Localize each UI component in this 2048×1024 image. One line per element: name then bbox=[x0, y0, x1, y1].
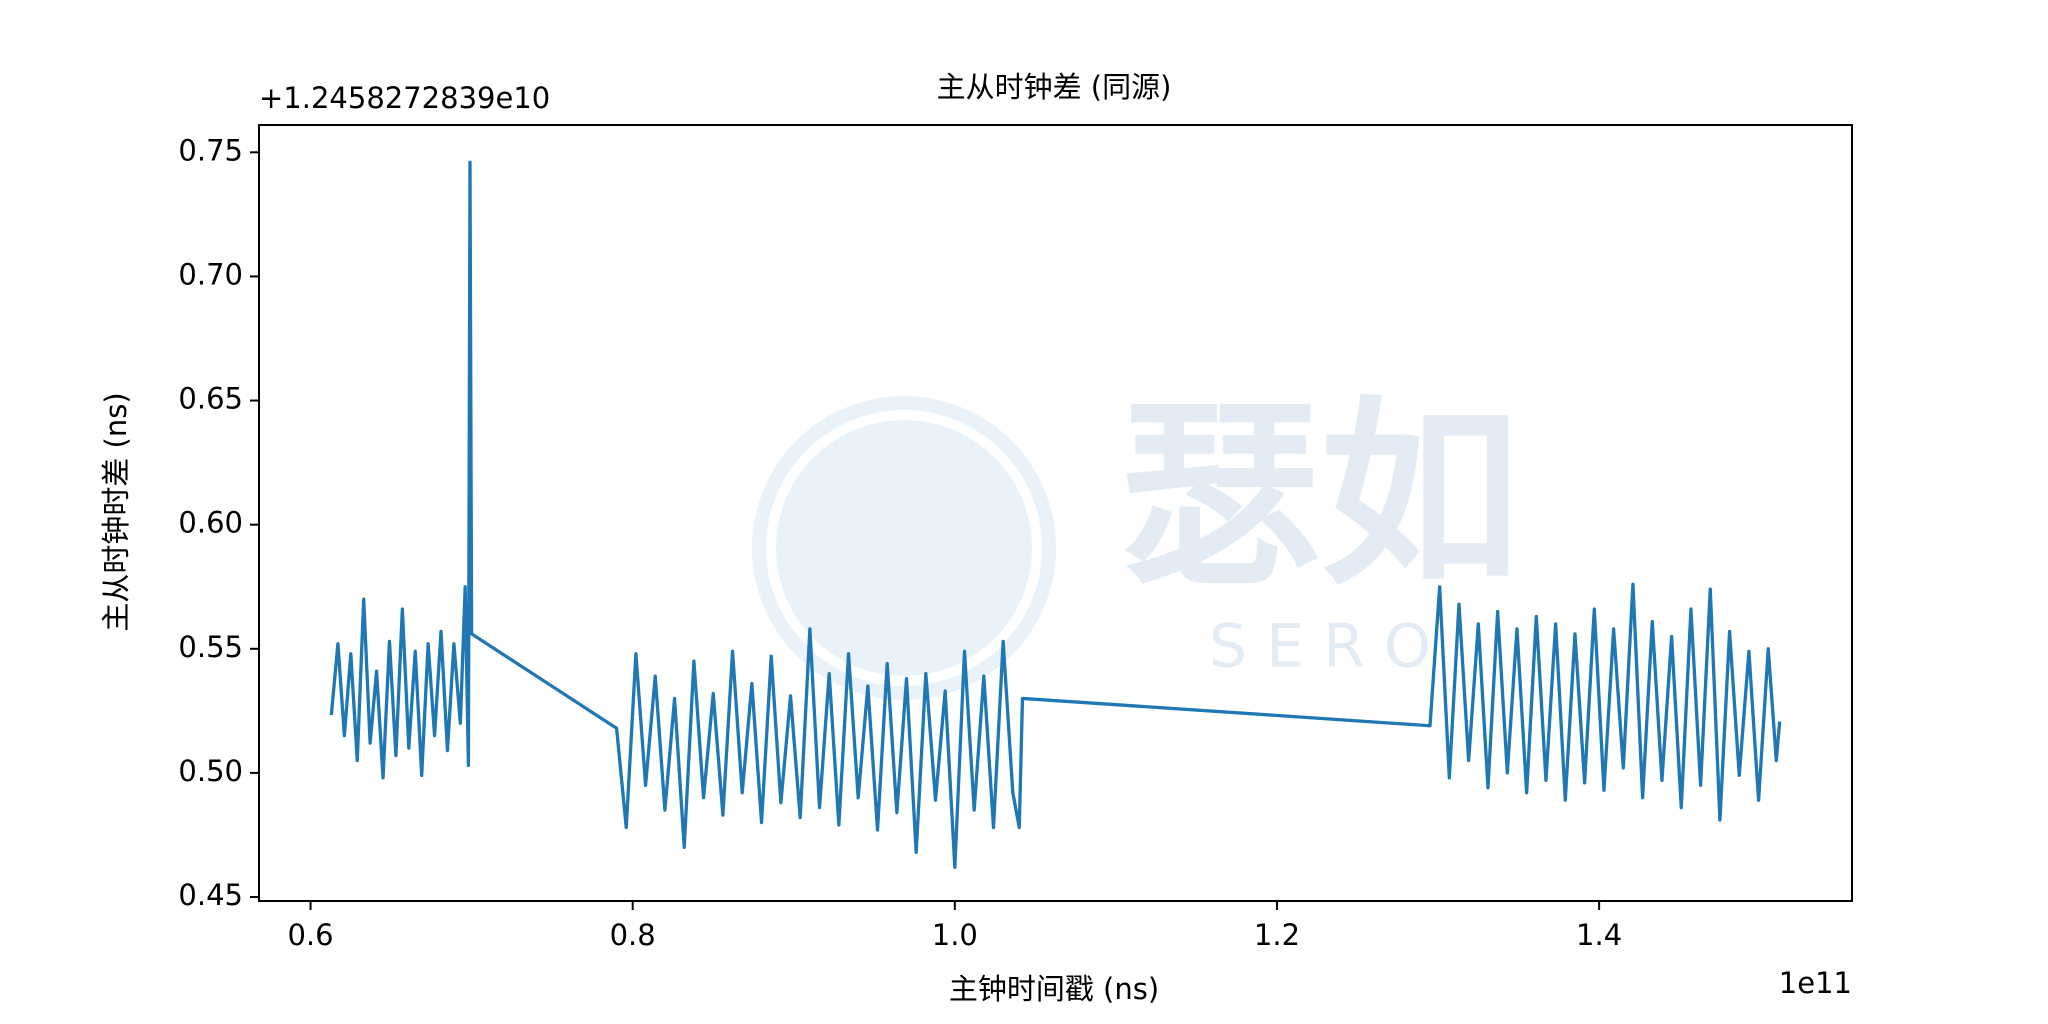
y-offset-label: +1.2458272839e10 bbox=[259, 81, 550, 115]
watermark-text: 瑟如 bbox=[1120, 380, 1520, 613]
watermark-sub: S E R O bbox=[1209, 612, 1431, 682]
x-tick-label: 1.0 bbox=[932, 918, 978, 952]
x-tick-label: 0.6 bbox=[287, 918, 333, 952]
x-axis-label: 主钟时间戳 (ns) bbox=[949, 972, 1159, 1006]
y-tick-label: 0.65 bbox=[178, 382, 243, 416]
y-tick-label: 0.70 bbox=[178, 257, 243, 291]
y-axis-label: 主从时钟时差 (ns) bbox=[99, 392, 133, 631]
plot-frame bbox=[258, 124, 1853, 902]
data-line bbox=[329, 160, 1782, 869]
x-tick-label: 1.4 bbox=[1576, 918, 1622, 952]
y-tick-label: 0.60 bbox=[178, 506, 243, 540]
x-offset-label: 1e11 bbox=[1779, 966, 1852, 1000]
chart-title: 主从时钟差 (同源) bbox=[937, 70, 1172, 104]
y-tick-label: 0.45 bbox=[178, 878, 243, 912]
x-tick-label: 0.8 bbox=[610, 918, 656, 952]
watermark-disc bbox=[776, 420, 1032, 676]
watermark: 瑟如 S E R O bbox=[752, 380, 1520, 700]
y-tick-label: 0.50 bbox=[178, 754, 243, 788]
y-tick-label: 0.55 bbox=[178, 630, 243, 664]
y-tick-label: 0.75 bbox=[178, 133, 243, 167]
x-tick-label: 1.2 bbox=[1254, 918, 1300, 952]
